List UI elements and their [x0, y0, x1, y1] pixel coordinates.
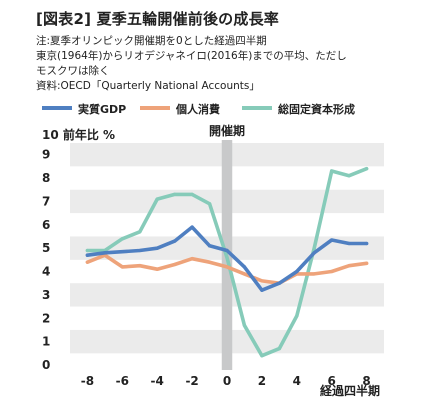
- x-tick-label: 2: [258, 374, 266, 388]
- series-point-0: [260, 288, 264, 292]
- series-point-1: [330, 269, 334, 274]
- y-tick-label: 6: [42, 218, 50, 232]
- x-tick-label: -2: [185, 374, 198, 388]
- series-point-0: [312, 251, 316, 255]
- x-tick-label: 4: [293, 374, 301, 388]
- x-tick-label: -6: [116, 374, 129, 388]
- series-point-2: [277, 347, 281, 351]
- series-point-1: [173, 262, 177, 267]
- y-tick-label: 9: [42, 148, 50, 162]
- series-point-0: [103, 251, 107, 255]
- series-point-2: [260, 354, 264, 358]
- y-tick-label: 3: [42, 288, 50, 302]
- series-point-2: [155, 197, 159, 201]
- y-tick-label: 8: [42, 171, 50, 185]
- x-tick-label: 0: [223, 374, 231, 388]
- x-axis-ticks: -8 -6 -4 -2 0 2 4 6 8: [81, 374, 371, 388]
- y-axis-label: 10 前年比 %: [42, 127, 115, 142]
- legend-swatch-consumption: [140, 106, 170, 110]
- note-line-3: モスクワは除く: [36, 65, 110, 77]
- y-tick-label: 0: [42, 358, 50, 372]
- event-annotation: 開催期: [209, 123, 245, 138]
- legend-item-gdp: 実質GDP: [42, 101, 126, 117]
- series-point-2: [330, 169, 334, 173]
- y-tick-label: 7: [42, 194, 50, 208]
- series-point-2: [225, 255, 229, 260]
- series-lines: [85, 166, 369, 358]
- series-point-0: [173, 239, 177, 243]
- series-point-0: [242, 265, 247, 269]
- series-point-0: [138, 248, 142, 253]
- series-point-1: [85, 260, 90, 264]
- series-point-1: [207, 260, 212, 264]
- x-axis-label: 経過四半期: [320, 383, 380, 398]
- series-point-2: [207, 202, 212, 206]
- series-point-2: [312, 246, 316, 250]
- series-point-0: [190, 225, 194, 229]
- legend-swatch-gdp: [42, 106, 72, 110]
- series-point-0: [225, 248, 229, 253]
- series-point-0: [277, 281, 281, 285]
- series-point-1: [312, 272, 316, 276]
- series-point-0: [155, 246, 159, 250]
- legend-label-investment: 総固定資本形成: [278, 103, 355, 116]
- series-point-2: [120, 237, 124, 241]
- series-point-1: [138, 264, 142, 268]
- series-point-2: [138, 230, 142, 234]
- series-point-2: [242, 323, 247, 327]
- x-tick-label: -8: [81, 374, 94, 388]
- series-point-1: [242, 272, 247, 276]
- series-point-2: [364, 167, 369, 171]
- series-point-1: [120, 265, 124, 269]
- series-point-1: [190, 257, 194, 261]
- legend-label-consumption: 個人消費: [176, 103, 220, 116]
- series-point-2: [85, 248, 90, 253]
- y-tick-label: 2: [42, 311, 50, 325]
- x-tick-label: -4: [151, 374, 164, 388]
- source-note: 資料:OECD「Quarterly National Accounts」: [36, 80, 260, 92]
- note-line-1: 注:夏季オリンピック開催期を0とした経過四半期: [36, 35, 267, 47]
- y-tick-label: 5: [42, 241, 50, 255]
- legend-label-gdp: 実質GDP: [78, 103, 127, 116]
- chart-title: [図表2] 夏季五輪開催前後の成長率: [36, 10, 279, 28]
- series-point-2: [173, 192, 177, 197]
- series-point-0: [295, 269, 299, 274]
- legend-swatch-investment: [242, 106, 272, 110]
- y-tick-label: 4: [42, 265, 50, 279]
- series-point-0: [330, 238, 334, 242]
- legend-item-investment: 総固定資本形成: [242, 101, 355, 117]
- series-point-0: [347, 241, 351, 246]
- note-line-2: 東京(1964年)からリオデジャネイロ(2016年)までの平均、ただし: [36, 50, 347, 62]
- x-tick-label: 8: [362, 374, 370, 388]
- series-point-0: [364, 241, 369, 246]
- series-point-1: [347, 264, 351, 268]
- series-point-1: [260, 279, 264, 283]
- series-point-1: [364, 261, 369, 265]
- y-axis-ticks: 0 1 2 3 4 5 6 7 8 9: [42, 148, 50, 372]
- series-point-0: [207, 244, 212, 248]
- y-tick-label: 1: [42, 335, 50, 349]
- x-tick-label: 6: [327, 374, 335, 388]
- series-point-2: [190, 192, 194, 197]
- series-point-2: [347, 174, 351, 178]
- series-point-0: [120, 250, 124, 254]
- series-point-0: [85, 253, 90, 257]
- series-point-1: [155, 267, 159, 271]
- legend-item-consumption: 個人消費: [140, 101, 220, 117]
- series-point-2: [295, 314, 299, 318]
- series-point-1: [225, 265, 229, 269]
